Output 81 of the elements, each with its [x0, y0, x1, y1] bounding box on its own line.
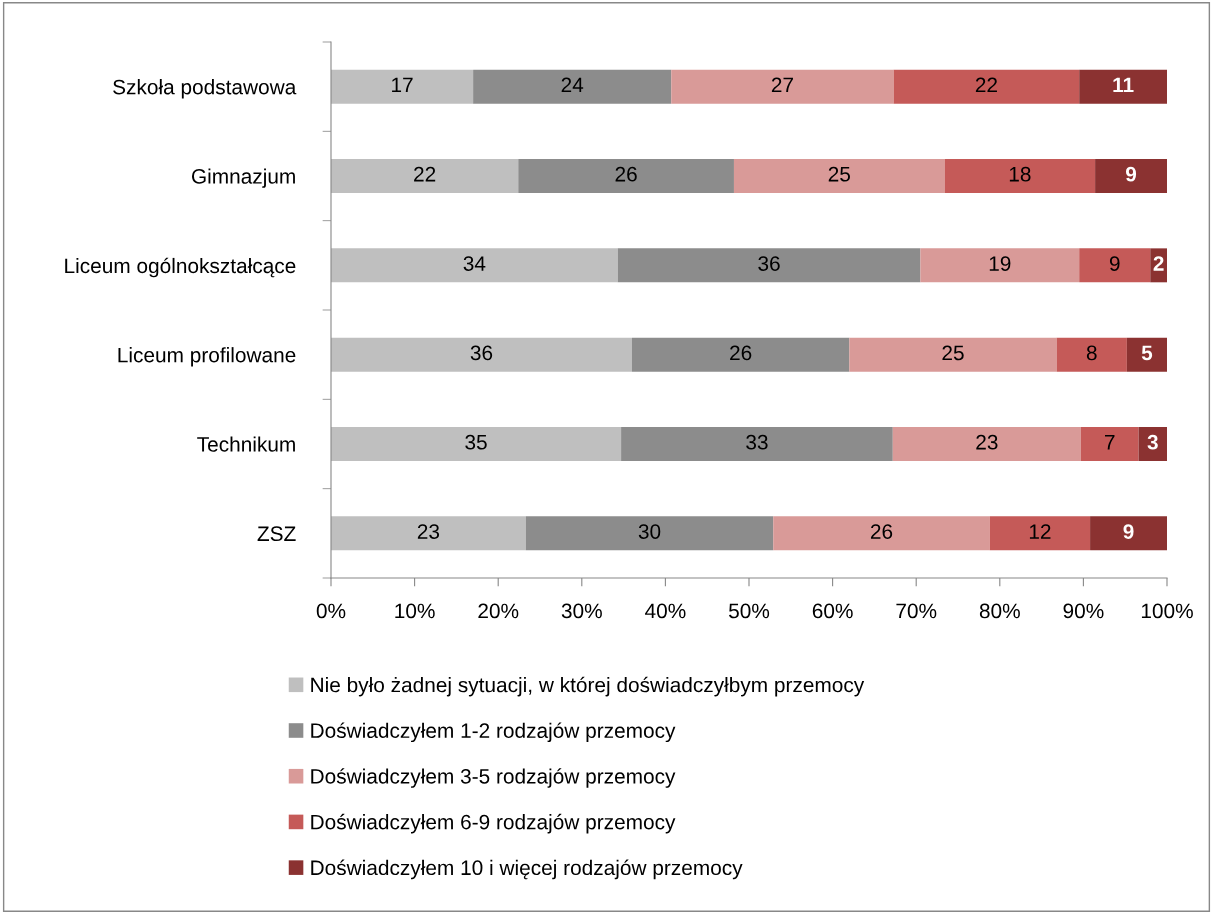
bar	[617, 248, 921, 283]
x-tick-label: 30%	[561, 603, 602, 619]
data-label: 5	[1141, 345, 1153, 361]
y-tick-label: Liceum ogólnokształcące	[65, 257, 296, 278]
x-tick-label: 40%	[645, 603, 686, 619]
data-label: 23	[976, 434, 998, 450]
data-label: 36	[470, 345, 493, 361]
data-label: 22	[975, 77, 997, 93]
bar	[1080, 427, 1139, 461]
data-label: 9	[1125, 166, 1137, 182]
legend-label: Doświadczyłem 1-2 rodzajów przemocy	[311, 722, 676, 743]
data-label: 26	[870, 524, 893, 539]
bar	[773, 516, 990, 551]
data-label: 3	[1147, 434, 1158, 450]
bar	[1079, 248, 1151, 283]
bar	[893, 69, 1080, 104]
data-label: 7	[1105, 435, 1115, 450]
y-tick-label: Liceum profilowane	[118, 347, 296, 367]
x-tick-label: 60%	[812, 603, 853, 619]
data-label: 26	[615, 166, 637, 182]
y-tick-label: Technikum	[197, 436, 295, 452]
x-tick-label: 50%	[728, 603, 770, 619]
bar	[331, 427, 622, 461]
data-label: 25	[828, 166, 850, 182]
data-label: 18	[1009, 166, 1031, 182]
bar	[1095, 159, 1167, 193]
data-label: 23	[417, 524, 440, 539]
bar	[518, 159, 734, 193]
bar	[944, 159, 1096, 193]
bar	[331, 248, 618, 283]
bar	[989, 516, 1091, 551]
x-tick-label: 10%	[395, 603, 435, 619]
data-label: 36	[758, 256, 780, 271]
legend-label: Doświadczyłem 10 i więcej rodzajów przemocy	[311, 859, 743, 880]
bar	[331, 337, 632, 372]
data-label: 8	[1086, 345, 1097, 361]
data-label: 33	[746, 434, 768, 450]
data-label: 19	[989, 256, 1011, 271]
bar	[1126, 337, 1167, 372]
legend-label: Doświadczyłem 6-9 rodzajów przemocy	[311, 813, 676, 834]
bar	[525, 516, 774, 551]
bar	[331, 516, 526, 551]
bar	[621, 427, 893, 461]
bar	[1079, 69, 1167, 104]
bar	[671, 69, 894, 104]
legend-label: Nie było żadnej sytuacji, w której doświadczyłbym przemocy	[311, 676, 865, 697]
y-tick-label: Szkoła podstawowa	[113, 79, 297, 99]
data-label: 12	[1029, 524, 1051, 539]
bar	[920, 248, 1080, 283]
data-label: 11	[1113, 77, 1134, 93]
data-label: 17	[392, 77, 413, 93]
data-label: 9	[1123, 524, 1134, 539]
bar	[892, 427, 1081, 461]
y-tick-label: Gimnazjum	[191, 168, 295, 188]
x-tick-label: 100%	[1141, 603, 1193, 619]
bar	[473, 69, 672, 104]
x-tick-label: 20%	[478, 603, 519, 619]
data-label: 30	[638, 524, 661, 539]
data-label: 9	[1109, 256, 1120, 271]
bar	[1056, 337, 1127, 372]
bar	[1138, 427, 1167, 461]
bar	[331, 159, 519, 193]
data-label: 26	[730, 345, 752, 361]
y-tick-label: ZSZ	[257, 526, 296, 542]
bar	[1090, 516, 1167, 551]
bar	[631, 337, 850, 372]
bar	[331, 69, 474, 104]
legend-label: Doświadczyłem 3-5 rodzajów przemocy	[311, 768, 676, 788]
x-tick-label: 80%	[979, 603, 1020, 619]
data-label: 25	[942, 345, 964, 361]
bar	[733, 159, 945, 193]
data-label: 35	[465, 434, 487, 450]
x-tick-label: 90%	[1063, 603, 1104, 619]
bar	[849, 337, 1057, 372]
data-label: 2	[1153, 256, 1164, 271]
x-tick-label: 0%	[316, 603, 346, 619]
data-label: 27	[771, 77, 793, 93]
data-label: 24	[561, 77, 584, 93]
data-label: 22	[414, 166, 436, 182]
x-tick-label: 70%	[896, 603, 937, 619]
data-label: 34	[463, 256, 486, 271]
